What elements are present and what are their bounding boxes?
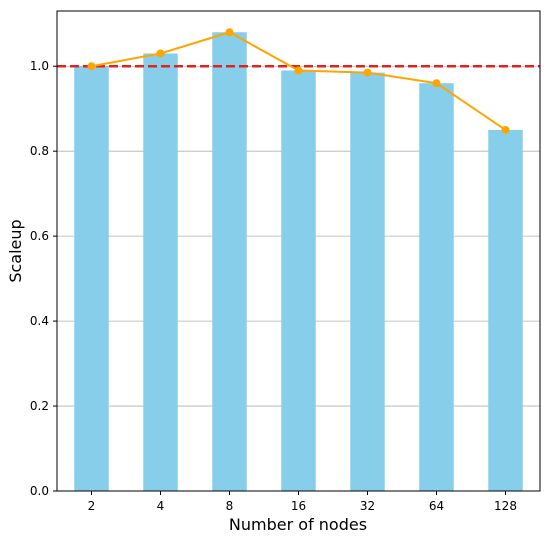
x-axis-label: Number of nodes: [229, 515, 367, 534]
bar: [74, 66, 109, 491]
bar: [488, 129, 523, 491]
line-series: [87, 28, 510, 134]
y-axis-label: Scaleup: [6, 219, 25, 282]
y-tick-label: 0.0: [30, 484, 49, 498]
line-point: [87, 62, 96, 71]
x-tick-label: 16: [291, 499, 306, 513]
line-point: [363, 68, 372, 77]
x-tick-label: 2: [88, 499, 96, 513]
line-point: [432, 79, 441, 88]
bar-series: [74, 32, 523, 491]
x-tick-label: 32: [360, 499, 375, 513]
x-tick-label: 64: [429, 499, 444, 513]
line-point: [294, 66, 303, 75]
x-axis-ticks: 2 4 8 16 32 64 128: [88, 491, 517, 513]
y-tick-label: 1.0: [30, 59, 49, 73]
line-point: [225, 28, 234, 37]
y-tick-label: 0.2: [30, 399, 49, 413]
bar: [212, 32, 247, 491]
x-tick-label: 8: [226, 499, 234, 513]
bar: [419, 83, 454, 491]
bar: [143, 53, 178, 491]
y-tick-label: 0.8: [30, 144, 49, 158]
line-point: [501, 125, 510, 134]
bar: [281, 70, 316, 491]
y-tick-label: 0.4: [30, 314, 49, 328]
x-tick-label: 128: [494, 499, 517, 513]
y-tick-label: 0.6: [30, 229, 49, 243]
y-axis-ticks: 0.0 0.2 0.4 0.6 0.8 1.0: [30, 59, 57, 498]
x-tick-label: 4: [157, 499, 165, 513]
bar: [350, 72, 385, 491]
line-point: [156, 49, 165, 58]
